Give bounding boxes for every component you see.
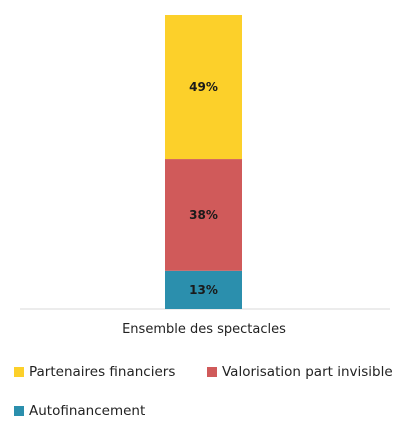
legend-swatch bbox=[14, 406, 24, 416]
legend-item-partenaires-financiers: Partenaires financiers bbox=[14, 364, 175, 380]
legend-swatch bbox=[207, 367, 217, 377]
legend-label: Autofinancement bbox=[29, 403, 146, 419]
legend-swatch bbox=[14, 367, 24, 377]
stacked-bar-chart: 13% 38% 49% Ensemble des spectacles bbox=[20, 15, 390, 337]
bar-segment-valorisation-part-invisible bbox=[165, 159, 242, 271]
data-label-autofinancement: 13% bbox=[189, 283, 218, 297]
legend-label: Partenaires financiers bbox=[29, 364, 176, 380]
bar-segment-autofinancement bbox=[165, 270, 242, 309]
bar-group: 13% 38% 49% bbox=[165, 15, 242, 309]
data-label-partenaires-financiers: 49% bbox=[189, 80, 218, 94]
bar-segment-partenaires-financiers bbox=[165, 15, 242, 160]
legend-item-valorisation-part-invisible: Valorisation part invisible bbox=[207, 364, 393, 380]
data-label-valorisation-part-invisible: 38% bbox=[189, 208, 218, 222]
legend-item-autofinancement: Autofinancement bbox=[14, 403, 145, 419]
category-label: Ensemble des spectacles bbox=[122, 322, 286, 337]
legend-label: Valorisation part invisible bbox=[222, 364, 393, 380]
